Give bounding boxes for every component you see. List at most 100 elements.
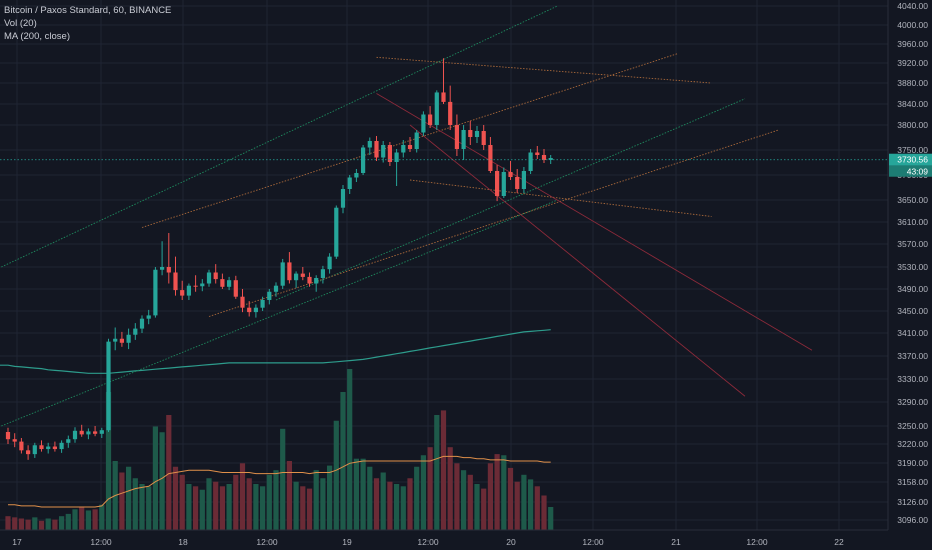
trend-line[interactable] <box>141 53 679 228</box>
candle[interactable] <box>200 279 205 292</box>
candle[interactable] <box>407 137 413 152</box>
candle[interactable] <box>528 149 533 174</box>
candle[interactable] <box>280 258 285 289</box>
trend-line[interactable] <box>1 5 558 268</box>
trend-line[interactable] <box>409 179 712 217</box>
candle[interactable] <box>334 205 339 259</box>
candle[interactable] <box>294 271 299 288</box>
time-axis[interactable] <box>0 530 932 550</box>
candle[interactable] <box>12 433 17 448</box>
candle[interactable] <box>113 327 118 351</box>
candle[interactable] <box>227 276 232 291</box>
candle[interactable] <box>213 264 218 284</box>
candle[interactable] <box>247 301 252 317</box>
candle[interactable] <box>481 125 486 150</box>
candle[interactable] <box>347 175 352 194</box>
candle[interactable] <box>52 441 57 452</box>
candle[interactable] <box>19 438 24 454</box>
candle[interactable] <box>401 140 406 158</box>
candle[interactable] <box>59 440 64 453</box>
candle[interactable] <box>186 283 191 301</box>
legend-symbol[interactable]: Bitcoin / Paxos Standard, 60, BINANCE <box>4 5 172 16</box>
candle[interactable] <box>327 253 332 274</box>
candle[interactable] <box>220 273 225 289</box>
legend-volume[interactable]: Vol (20) <box>4 18 37 29</box>
candle[interactable] <box>521 167 526 193</box>
candle[interactable] <box>160 241 165 276</box>
candle[interactable] <box>99 427 104 438</box>
candle[interactable] <box>394 149 399 186</box>
volume-bar <box>206 478 212 530</box>
candle[interactable] <box>233 275 238 299</box>
candle[interactable] <box>253 304 258 318</box>
trend-line[interactable] <box>208 129 779 317</box>
trend-line[interactable] <box>376 93 813 351</box>
candle[interactable] <box>287 252 292 284</box>
candle[interactable] <box>46 442 51 454</box>
candle[interactable] <box>381 141 386 163</box>
candle[interactable] <box>314 275 319 292</box>
candle[interactable] <box>307 272 312 287</box>
candle[interactable] <box>180 280 185 300</box>
trend-line[interactable] <box>376 56 712 84</box>
trend-line[interactable] <box>275 98 746 301</box>
candle[interactable] <box>508 161 513 180</box>
candle[interactable] <box>32 442 37 458</box>
candle[interactable] <box>106 338 111 432</box>
candle[interactable] <box>474 126 480 143</box>
candle[interactable] <box>206 269 212 287</box>
candle[interactable] <box>240 289 245 313</box>
candle[interactable] <box>387 142 392 166</box>
price-tick-label: 3650.00 <box>897 195 928 205</box>
candle[interactable] <box>146 309 151 325</box>
candle[interactable] <box>86 428 91 440</box>
candle[interactable] <box>320 265 325 284</box>
candle[interactable] <box>541 149 547 163</box>
candle[interactable] <box>488 137 493 173</box>
candle[interactable] <box>267 289 272 305</box>
candle[interactable] <box>166 233 171 284</box>
candle[interactable] <box>93 426 98 437</box>
candle[interactable] <box>515 169 520 193</box>
candle[interactable] <box>434 90 439 130</box>
candle[interactable] <box>354 169 359 182</box>
candle[interactable] <box>5 427 11 444</box>
candle[interactable] <box>468 120 473 145</box>
legend-ma[interactable]: MA (200, close) <box>4 31 70 42</box>
candle[interactable] <box>300 267 305 281</box>
candle[interactable] <box>454 114 459 157</box>
trend-line[interactable] <box>409 124 746 397</box>
candle[interactable] <box>139 315 145 333</box>
candle[interactable] <box>26 445 31 460</box>
trend-line[interactable] <box>1 199 558 427</box>
candle[interactable] <box>273 282 279 297</box>
candle[interactable] <box>133 323 138 340</box>
candle[interactable] <box>153 267 158 318</box>
candle[interactable] <box>461 125 466 160</box>
candle[interactable] <box>374 136 379 161</box>
candle[interactable] <box>421 111 426 136</box>
candle[interactable] <box>340 185 346 214</box>
candle[interactable] <box>173 256 178 296</box>
candle[interactable] <box>448 85 453 130</box>
candle[interactable] <box>361 145 366 175</box>
candle[interactable] <box>66 435 71 448</box>
candle[interactable] <box>367 137 372 156</box>
candle[interactable] <box>119 331 124 347</box>
candle[interactable] <box>260 296 265 311</box>
candle[interactable] <box>414 130 419 153</box>
candle[interactable] <box>428 106 433 128</box>
candle[interactable] <box>441 58 446 104</box>
candle[interactable] <box>126 328 131 350</box>
candle-body <box>139 318 145 329</box>
candle[interactable] <box>39 440 44 452</box>
candle[interactable] <box>79 424 84 437</box>
volume-bar <box>25 519 31 530</box>
candle[interactable] <box>193 275 198 292</box>
candle[interactable] <box>535 146 540 159</box>
price-axis[interactable] <box>888 0 932 550</box>
candle[interactable] <box>495 165 500 202</box>
candle[interactable] <box>501 167 506 199</box>
candle[interactable] <box>72 427 78 443</box>
